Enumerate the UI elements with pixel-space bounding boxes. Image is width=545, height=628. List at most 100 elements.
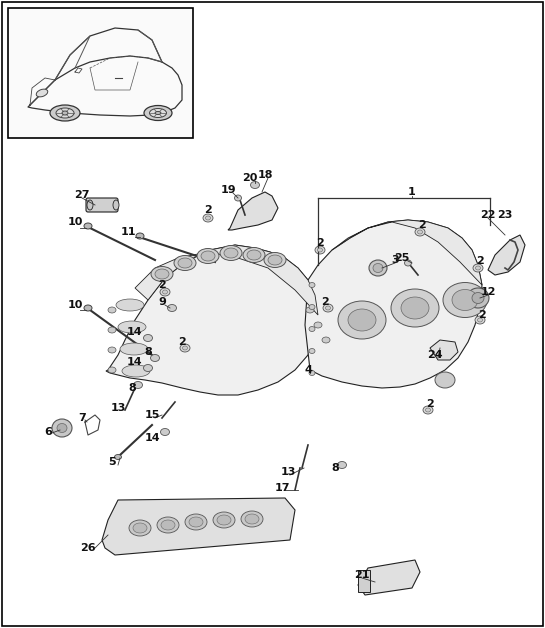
Text: 22: 22 (480, 210, 496, 220)
Ellipse shape (315, 246, 325, 254)
Ellipse shape (467, 288, 489, 308)
Ellipse shape (243, 247, 265, 263)
Ellipse shape (52, 419, 72, 437)
Ellipse shape (475, 266, 481, 270)
Ellipse shape (149, 109, 167, 117)
Ellipse shape (157, 517, 179, 533)
Ellipse shape (151, 266, 173, 281)
Ellipse shape (160, 288, 170, 296)
Text: 10: 10 (68, 300, 83, 310)
Ellipse shape (309, 283, 315, 288)
Text: 24: 24 (427, 350, 443, 360)
Ellipse shape (373, 264, 383, 273)
Ellipse shape (56, 108, 74, 118)
Ellipse shape (325, 306, 330, 310)
Text: 5: 5 (108, 457, 116, 467)
Ellipse shape (314, 322, 322, 328)
Text: 9: 9 (158, 297, 166, 307)
Text: 23: 23 (498, 210, 513, 220)
Ellipse shape (174, 256, 196, 271)
Ellipse shape (161, 520, 175, 530)
Ellipse shape (114, 455, 122, 460)
Text: 2: 2 (476, 256, 484, 266)
Text: 21: 21 (354, 570, 370, 580)
Text: 15: 15 (144, 410, 160, 420)
Ellipse shape (108, 347, 116, 353)
Polygon shape (106, 245, 318, 395)
Text: 27: 27 (74, 190, 90, 200)
Text: 4: 4 (304, 365, 312, 375)
Polygon shape (332, 220, 482, 285)
Ellipse shape (162, 290, 167, 294)
Ellipse shape (435, 372, 455, 388)
Ellipse shape (57, 423, 67, 433)
Ellipse shape (401, 297, 429, 319)
Ellipse shape (241, 511, 263, 527)
Text: 2: 2 (321, 297, 329, 307)
Ellipse shape (264, 252, 286, 268)
Text: 26: 26 (80, 543, 96, 553)
Ellipse shape (475, 316, 485, 324)
Ellipse shape (268, 255, 282, 265)
Ellipse shape (113, 200, 119, 210)
Text: 1: 1 (408, 187, 416, 197)
Ellipse shape (234, 195, 241, 201)
Polygon shape (135, 245, 318, 315)
Ellipse shape (443, 283, 487, 318)
Ellipse shape (309, 371, 315, 376)
Ellipse shape (155, 269, 169, 279)
Ellipse shape (213, 512, 235, 528)
Ellipse shape (309, 327, 315, 332)
Text: 13: 13 (110, 403, 126, 413)
Ellipse shape (167, 305, 177, 311)
Ellipse shape (217, 515, 231, 525)
Ellipse shape (201, 251, 215, 261)
Text: 13: 13 (280, 467, 296, 477)
Ellipse shape (134, 381, 142, 389)
Ellipse shape (180, 344, 190, 352)
Ellipse shape (84, 223, 92, 229)
Text: 3: 3 (391, 255, 399, 265)
Ellipse shape (143, 364, 153, 372)
Ellipse shape (108, 307, 116, 313)
Ellipse shape (155, 112, 161, 114)
Polygon shape (102, 498, 295, 555)
Text: 14: 14 (127, 327, 143, 337)
Ellipse shape (189, 517, 203, 527)
Ellipse shape (224, 248, 238, 258)
Ellipse shape (36, 89, 48, 97)
Ellipse shape (323, 304, 333, 312)
Text: 2: 2 (316, 238, 324, 248)
Ellipse shape (203, 214, 213, 222)
Ellipse shape (143, 335, 153, 342)
Text: 18: 18 (257, 170, 272, 180)
Ellipse shape (197, 249, 219, 264)
Text: 2: 2 (204, 205, 212, 215)
Text: 8: 8 (128, 383, 136, 393)
Ellipse shape (50, 105, 80, 121)
Text: 2: 2 (418, 220, 426, 230)
Text: 12: 12 (480, 287, 496, 297)
Bar (358, 570, 370, 592)
Ellipse shape (306, 307, 314, 313)
Ellipse shape (322, 337, 330, 343)
Ellipse shape (220, 246, 242, 261)
Ellipse shape (318, 248, 323, 252)
Text: 17: 17 (274, 483, 290, 493)
Ellipse shape (144, 106, 172, 121)
Text: 10: 10 (68, 217, 83, 227)
Ellipse shape (369, 260, 387, 276)
Text: 8: 8 (331, 463, 339, 473)
Polygon shape (305, 220, 482, 388)
Text: 6: 6 (44, 427, 52, 437)
Ellipse shape (473, 264, 483, 272)
Ellipse shape (348, 309, 376, 331)
Text: 25: 25 (395, 253, 410, 263)
Text: 2: 2 (178, 337, 186, 347)
Ellipse shape (122, 365, 150, 377)
Text: 11: 11 (120, 227, 136, 237)
Ellipse shape (205, 216, 210, 220)
Ellipse shape (417, 230, 422, 234)
Text: 8: 8 (144, 347, 152, 357)
Ellipse shape (178, 258, 192, 268)
